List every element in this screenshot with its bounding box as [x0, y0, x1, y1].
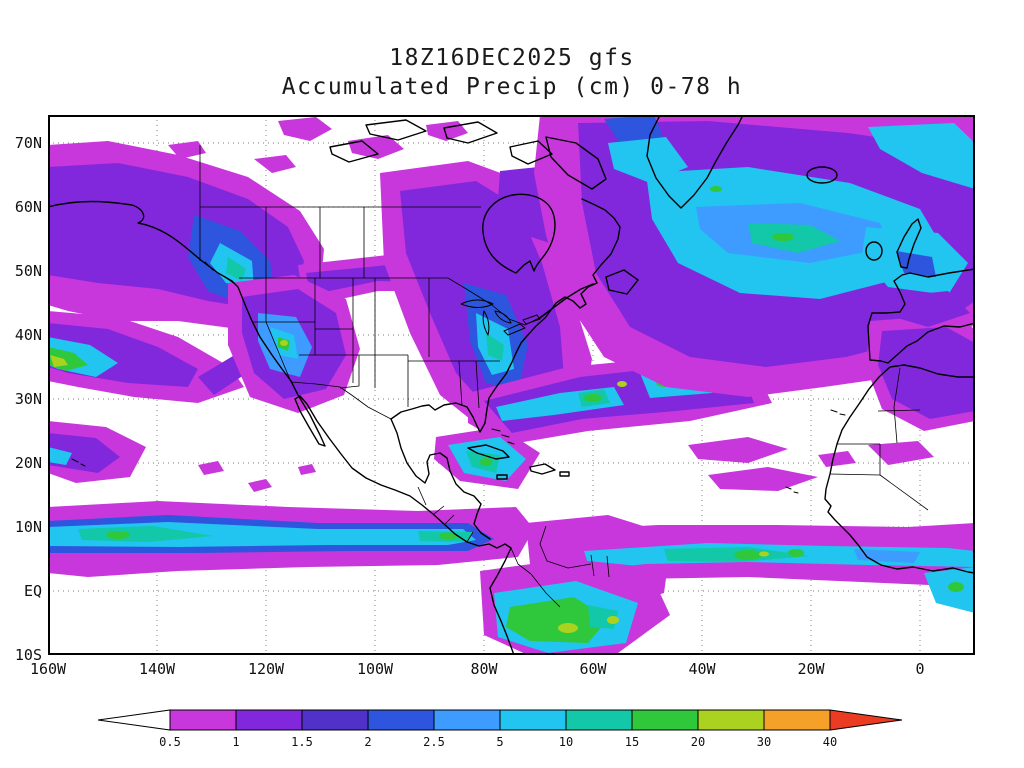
- lon-tick-label: 40W: [688, 660, 716, 678]
- plot-title-field: Accumulated Precip (cm) 0-78 h: [281, 74, 743, 100]
- colorbar-arrow-left: [97, 709, 171, 731]
- colorbar-label: 15: [625, 735, 639, 749]
- lat-tick-label: EQ: [23, 582, 42, 600]
- map-plot-area: 70N 60N 50N 40N 30N 20N 10N EQ 10S 160W 140W 120W 1…: [15, 115, 975, 678]
- colorbar-label: 10: [559, 735, 573, 749]
- colorbar-label: 40: [823, 735, 837, 749]
- lat-tick-label: 20N: [14, 454, 42, 472]
- lat-tick-label: 70N: [14, 134, 42, 152]
- colorbar-label: 5: [496, 735, 503, 749]
- colorbar-segment: [433, 709, 501, 731]
- colorbar-segment: [631, 709, 699, 731]
- colorbar-segment: [235, 709, 303, 731]
- lon-tick-label: 100W: [356, 660, 394, 678]
- colorbar-label: 2: [364, 735, 371, 749]
- lon-tick-label: 60W: [579, 660, 607, 678]
- lon-tick-label: 20W: [797, 660, 825, 678]
- lat-tick-label: 40N: [14, 326, 42, 344]
- lat-tick-label: 50N: [14, 262, 42, 280]
- political-borders: [199, 145, 929, 608]
- colorbar-svg: 0.5 1 1.5 2 2.5 5 10 15 20 30 40: [97, 709, 903, 749]
- colorbar-segment: [565, 709, 633, 731]
- lon-tick-label: 0: [915, 660, 925, 678]
- lon-tick-label: 120W: [247, 660, 285, 678]
- lon-tick-label: 80W: [470, 660, 498, 678]
- lat-tick-label: 60N: [14, 198, 42, 216]
- lat-tick-label: 10S: [14, 646, 42, 664]
- colorbar-label: 2.5: [423, 735, 445, 749]
- lon-tick-label: 140W: [138, 660, 176, 678]
- colorbar-arrow-right: [829, 709, 903, 731]
- colorbar-segment: [697, 709, 765, 731]
- colorbar-label: 1: [232, 735, 239, 749]
- colorbar: 0.5 1 1.5 2 2.5 5 10 15 20 30 40: [92, 704, 932, 750]
- lon-tick-label: 160W: [29, 660, 67, 678]
- map-frame: [48, 115, 975, 655]
- colorbar-label: 20: [691, 735, 705, 749]
- colorbar-segment: [763, 709, 831, 731]
- colorbar-segment: [301, 709, 369, 731]
- plot-title-run: 18Z16DEC2025 gfs: [389, 45, 635, 71]
- colorbar-label: 0.5: [159, 735, 181, 749]
- colorbar-segment: [169, 709, 237, 731]
- precip-map-svg: [48, 115, 975, 655]
- colorbar-label: 1.5: [291, 735, 313, 749]
- coastlines: [48, 115, 975, 655]
- colorbar-segment: [367, 709, 435, 731]
- colorbar-segment: [499, 709, 567, 731]
- lat-tick-label: 10N: [14, 518, 42, 536]
- precip-shading: [48, 115, 975, 655]
- lat-tick-label: 30N: [14, 390, 42, 408]
- plot-title-block: 18Z16DEC2025 gfs Accumulated Precip (cm)…: [0, 44, 1024, 102]
- colorbar-label: 30: [757, 735, 771, 749]
